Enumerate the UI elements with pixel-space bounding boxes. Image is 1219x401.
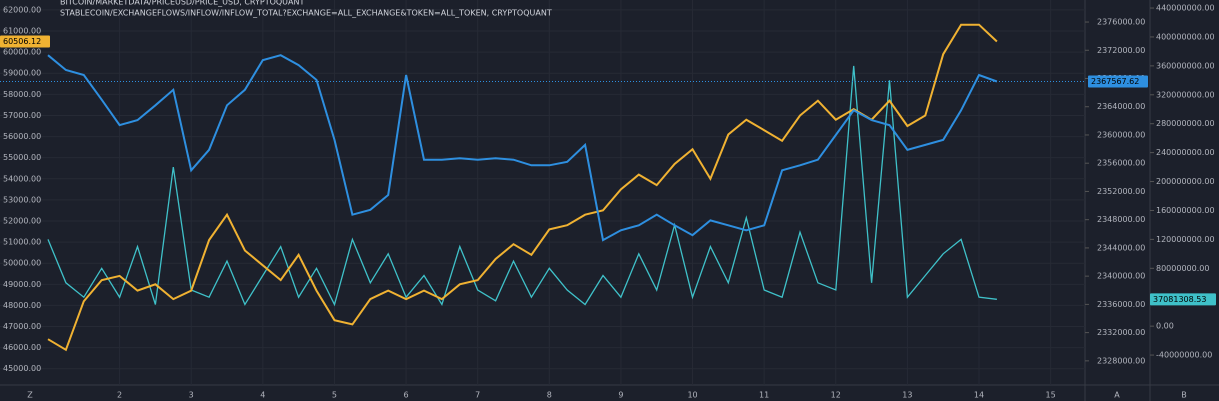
last-value-tag — [0, 35, 50, 48]
line-series — [47, 23, 998, 352]
y2-tick-label: 2344000.00 — [1097, 243, 1145, 252]
y2-tick-label: 2348000.00 — [1097, 215, 1145, 224]
legend-entry: BITCOIN/MARKETDATA/PRICEUSD/PRICE_USD, C… — [60, 0, 304, 7]
y2-tick-label: 2372000.00 — [1097, 46, 1145, 55]
y-tick-label: 45000.00 — [3, 364, 41, 373]
y-tick-label: 53000.00 — [3, 195, 41, 204]
x-tick-label: 8 — [547, 391, 552, 400]
y-tick-label: 52000.00 — [3, 216, 41, 225]
y2-tick-label: 2340000.00 — [1097, 272, 1145, 281]
y-tick-label: 51000.00 — [3, 238, 41, 247]
y-tick-label: 46000.00 — [3, 343, 41, 352]
y3-tick-label: -40000000.00 — [1156, 351, 1212, 360]
y2-tick-label: 2356000.00 — [1097, 159, 1145, 168]
y-tick-label: 56000.00 — [3, 132, 41, 141]
y3-tick-label: 80000000.00 — [1156, 264, 1209, 273]
corner-label: A — [1114, 391, 1120, 400]
y3-tick-label: 160000000.00 — [1156, 206, 1215, 215]
corner-label: B — [1181, 391, 1187, 400]
y2-tick-label: 2332000.00 — [1097, 328, 1145, 337]
y3-tick-label: 400000000.00 — [1156, 32, 1215, 41]
x-tick-label: 14 — [974, 391, 984, 400]
y2-tick-label: 2352000.00 — [1097, 187, 1145, 196]
y3-tick-label: 440000000.00 — [1156, 4, 1215, 13]
legend-entry: STABLECOIN/EXCHANGEFLOWS/INFLOW/INFLOW_T… — [60, 9, 552, 18]
y-tick-label: 50000.00 — [3, 259, 41, 268]
y-tick-label: 48000.00 — [3, 301, 41, 310]
y-tick-label: 58000.00 — [3, 90, 41, 99]
last-value-label: 2367567.62 — [1091, 77, 1139, 86]
y-tick-label: 62000.00 — [3, 5, 41, 14]
y-tick-label: 55000.00 — [3, 153, 41, 162]
y3-tick-label: 360000000.00 — [1156, 61, 1215, 70]
y3-tick-label: 240000000.00 — [1156, 148, 1215, 157]
y-tick-label: 60000.00 — [3, 48, 41, 57]
x-tick-label: 15 — [1046, 391, 1056, 400]
x-tick-label: 3 — [189, 391, 194, 400]
y3-tick-label: 280000000.00 — [1156, 119, 1215, 128]
y2-tick-label: 2360000.00 — [1097, 130, 1145, 139]
y-tick-label: 49000.00 — [3, 280, 41, 289]
y-tick-label: 57000.00 — [3, 111, 41, 120]
x-tick-label: 6 — [404, 391, 409, 400]
x-tick-label: 2 — [117, 391, 122, 400]
y2-tick-label: 2328000.00 — [1097, 356, 1145, 365]
x-tick-label: 7 — [475, 391, 480, 400]
last-value-label: 60506.12 — [3, 37, 41, 46]
y3-tick-label: 0.00 — [1156, 322, 1174, 331]
x-tick-label: 13 — [902, 391, 912, 400]
x-tick-label: 9 — [618, 391, 623, 400]
last-value-tag — [1150, 293, 1216, 306]
y2-tick-label: 2336000.00 — [1097, 300, 1145, 309]
line-series — [47, 54, 998, 242]
x-tick-label: 12 — [831, 391, 841, 400]
y3-tick-label: 120000000.00 — [1156, 235, 1215, 244]
y-tick-label: 54000.00 — [3, 174, 41, 183]
y-tick-label: 59000.00 — [3, 69, 41, 78]
y-tick-label: 61000.00 — [3, 27, 41, 36]
y3-tick-label: 200000000.00 — [1156, 177, 1215, 186]
line-series — [47, 65, 997, 307]
last-value-tag — [1088, 75, 1148, 88]
x-tick-label: 4 — [260, 391, 265, 400]
y2-tick-label: 2364000.00 — [1097, 102, 1145, 111]
y2-tick-label: 2376000.00 — [1097, 18, 1145, 27]
y-tick-label: 47000.00 — [3, 322, 41, 331]
x-tick-label: 11 — [759, 391, 769, 400]
corner-label: Z — [27, 391, 33, 400]
y3-tick-label: 320000000.00 — [1156, 90, 1215, 99]
x-tick-label: 5 — [332, 391, 337, 400]
last-value-label: 37081308.53 — [1153, 295, 1206, 304]
x-tick-label: 10 — [687, 391, 697, 400]
